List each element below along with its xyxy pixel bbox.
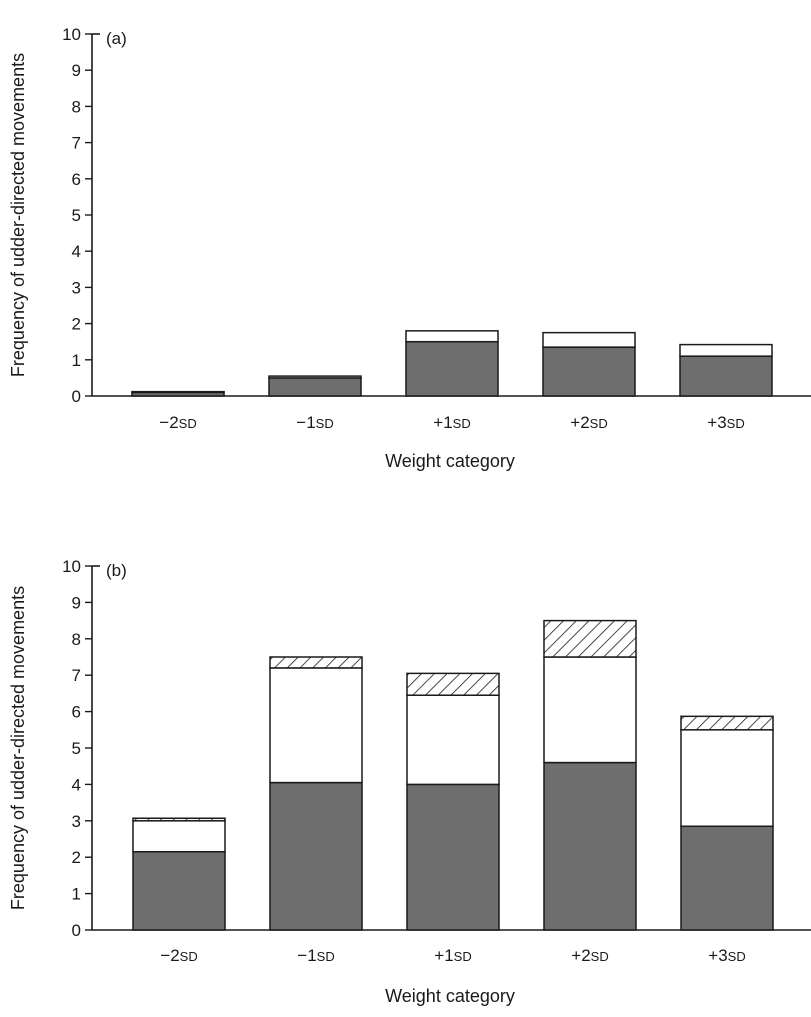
y-tick-label: 5 [72, 206, 81, 225]
bar-segment-white [679, 343, 773, 357]
y-tick-label: 3 [72, 812, 81, 831]
x-axis-title: Weight category [385, 451, 515, 471]
y-tick-label: 10 [62, 25, 81, 44]
y-tick-label: 10 [62, 557, 81, 576]
x-tick-label: +2SD [570, 413, 607, 432]
y-tick-label: 0 [72, 387, 81, 406]
bar-segment-hatched [269, 656, 363, 669]
bar-segment-dark [542, 346, 636, 397]
x-tick-label: −1SD [297, 946, 334, 965]
panel-label: (a) [106, 29, 127, 48]
bar-segment-hatched [543, 619, 637, 658]
bar-segment-white [680, 729, 774, 828]
y-tick-label: 5 [72, 739, 81, 758]
y-tick-label: 9 [72, 61, 81, 80]
bar-segment-white [268, 375, 362, 379]
bar-segment-white [406, 694, 500, 786]
bar-segment-hatched [132, 817, 226, 822]
y-tick-label: 4 [72, 775, 81, 794]
y-tick-label: 6 [72, 170, 81, 189]
y-tick-label: 2 [72, 848, 81, 867]
y-tick-label: 4 [72, 242, 81, 261]
bar-segment-dark [680, 825, 774, 931]
y-tick-label: 7 [72, 666, 81, 685]
x-tick-label: +2SD [571, 946, 608, 965]
bar-segment-dark [679, 355, 773, 397]
y-tick-label: 0 [72, 921, 81, 940]
bar-segment-white [131, 390, 225, 394]
bar-segment-hatched [680, 715, 774, 731]
bar-segment-dark [405, 340, 499, 397]
bar-segment-dark [543, 761, 637, 931]
y-tick-label: 1 [72, 885, 81, 904]
bar-segment-dark [132, 850, 226, 931]
y-tick-label: 1 [72, 351, 81, 370]
bar-segment-white [405, 330, 499, 343]
x-axis-title: Weight category [385, 986, 515, 1006]
y-tick-label: 8 [72, 630, 81, 649]
y-axis-title: Frequency of udder-directed movements [8, 586, 28, 910]
x-tick-label: −2SD [159, 413, 196, 432]
x-tick-label: +3SD [707, 413, 744, 432]
y-tick-label: 2 [72, 315, 81, 334]
chart-panel-1: 0 1 2 3 4 5 6 7 8 9 10 (b) Frequency of udder-direct… [8, 557, 811, 1006]
bar-segment-white [269, 667, 363, 784]
chart-panel-0: 0 1 2 3 4 5 6 7 8 9 10 (a) Frequency of udder-direct… [8, 25, 811, 471]
bar-segment-hatched [406, 672, 500, 696]
x-tick-label: +1SD [433, 413, 470, 432]
x-tick-label: −2SD [160, 946, 197, 965]
bar-segment-dark [269, 781, 363, 931]
x-tick-label: +1SD [434, 946, 471, 965]
bar-segment-white [542, 331, 636, 348]
panel-label: (b) [106, 561, 127, 580]
bar-segment-dark [268, 377, 362, 397]
y-tick-label: 6 [72, 703, 81, 722]
y-tick-label: 9 [72, 593, 81, 612]
bar-segment-white [132, 820, 226, 853]
y-tick-label: 3 [72, 278, 81, 297]
y-axis-title: Frequency of udder-directed movements [8, 53, 28, 377]
bar-segment-white [543, 656, 637, 764]
y-tick-label: 8 [72, 97, 81, 116]
bar-segment-dark [406, 783, 500, 931]
x-tick-label: −1SD [296, 413, 333, 432]
y-tick-label: 7 [72, 134, 81, 153]
x-tick-label: +3SD [708, 946, 745, 965]
